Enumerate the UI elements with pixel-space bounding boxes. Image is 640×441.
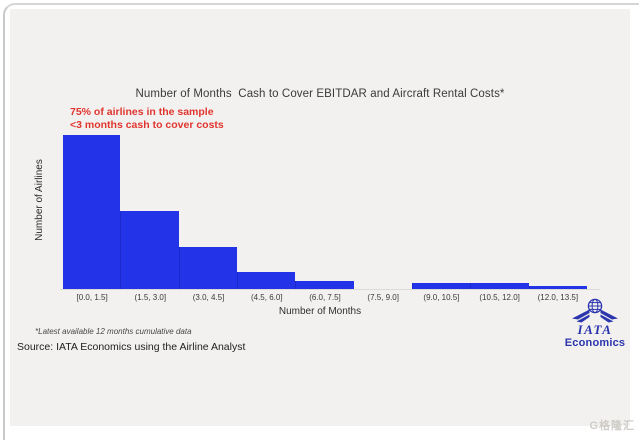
bar-bin-4 <box>295 281 354 289</box>
annotation-line-1: 75% of airlines in the sample <box>70 106 214 118</box>
annotation-line-2: <3 months cash to cover costs <box>70 119 224 131</box>
x-tick-label-8: (12.0, 13.5] <box>537 293 579 302</box>
x-axis-line <box>60 289 600 290</box>
x-tick-label-4: (6.0, 7.5] <box>309 293 341 302</box>
bar-bin-0 <box>63 135 121 289</box>
gelonghui-watermark: G格隆汇 <box>589 420 635 432</box>
chart-annotation: 75% of airlines in the sample <3 months … <box>70 106 224 132</box>
bar-bin-3 <box>236 272 296 289</box>
bar-bin-6 <box>411 282 471 289</box>
chart-footnote: *Latest available 12 months cumulative d… <box>35 327 192 336</box>
x-tick-label-7: (10.5, 12.0] <box>479 293 520 302</box>
x-tick-label-1: (1.5, 3.0] <box>134 293 167 302</box>
bar-bin-2 <box>178 247 237 289</box>
iata-economics-text: Economics <box>564 337 626 349</box>
bars <box>63 135 587 289</box>
chart-title: Number of Months Cash to Cover EBITDAR a… <box>135 88 505 100</box>
x-tick-label-3: (4.5, 6.0] <box>250 293 283 302</box>
x-axis-label: Number of Months <box>278 306 362 317</box>
source-text: Source: IATA Economics using the Airline… <box>17 341 246 353</box>
iata-logo: IATA Economics <box>560 298 630 349</box>
x-tick-label-5: (7.5, 9.0] <box>367 293 399 302</box>
x-tick-label-6: (9.0, 10.5] <box>423 293 460 302</box>
x-tick-label-2: (3.0, 4.5] <box>192 293 225 302</box>
bar-bin-1 <box>120 210 179 289</box>
x-tick-labels: [0.0, 1.5] (1.5, 3.0] (3.0, 4.5] (4.5, 6.0]… <box>63 293 587 302</box>
iata-logo-text: IATA <box>577 322 613 337</box>
iata-globe-wings-icon <box>572 298 618 323</box>
x-tick-label-0: [0.0, 1.5] <box>76 293 108 302</box>
bar-bin-7 <box>470 282 529 289</box>
y-axis-label: Number of Airlines <box>34 159 45 241</box>
bar-bin-8 <box>528 285 587 289</box>
